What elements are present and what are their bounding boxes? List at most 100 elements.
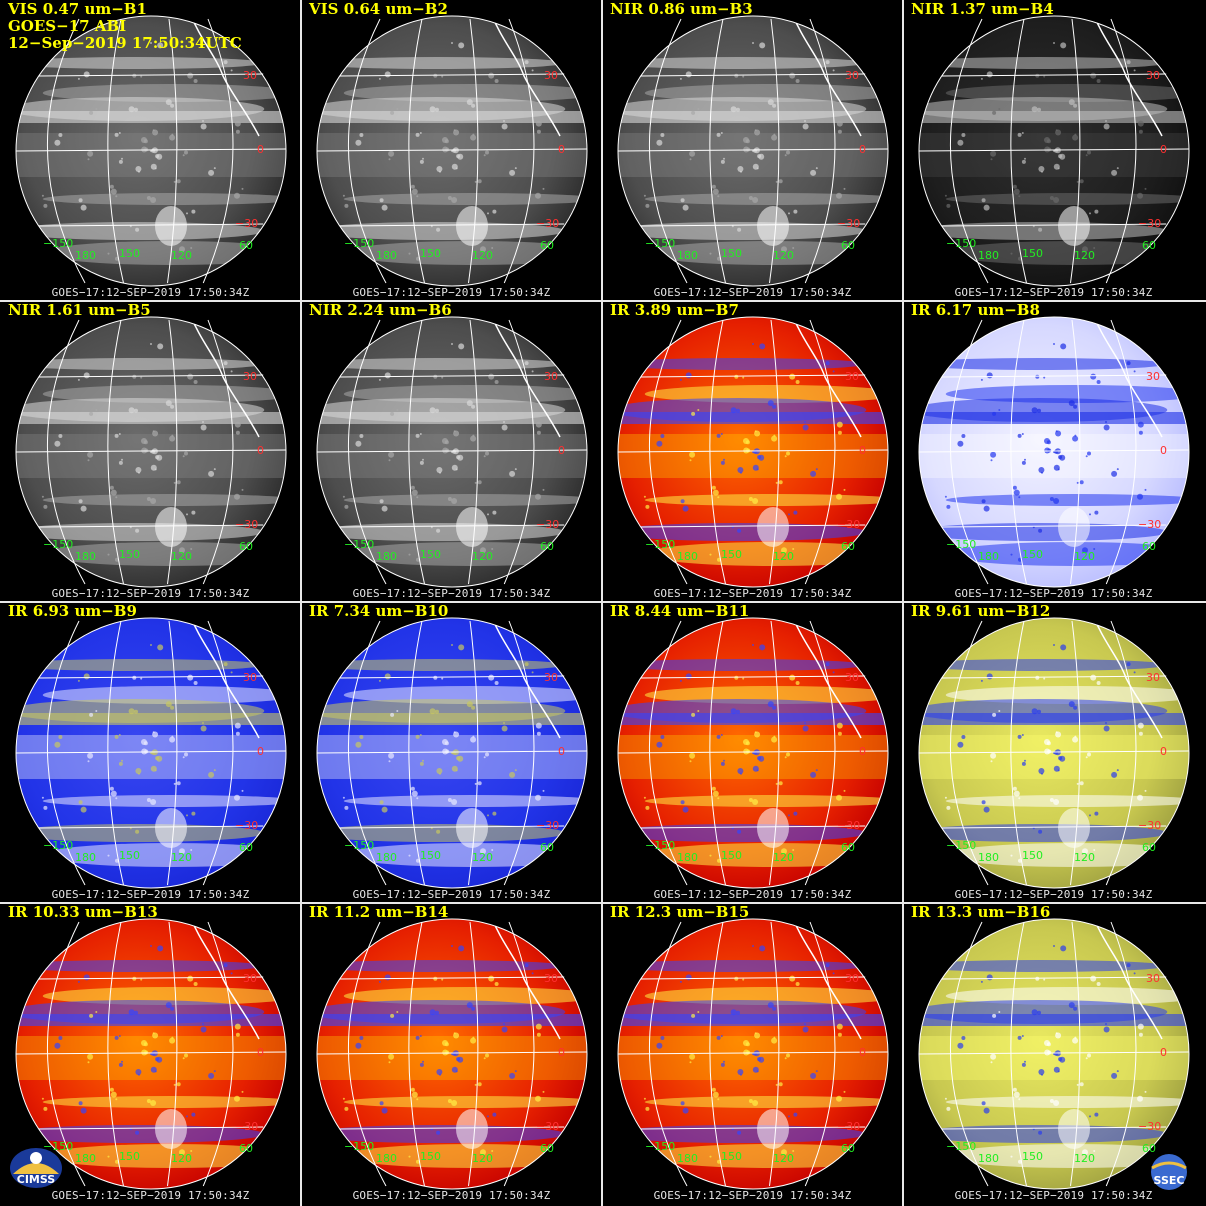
lon-label: 150 — [721, 548, 742, 561]
panel-divider — [0, 601, 1206, 603]
lon-label: 60 — [1142, 239, 1156, 252]
band-title: VIS 0.47 um−B1 — [8, 1, 147, 18]
panel-timestamp: GOES−17:12−SEP−2019 17:50:34Z — [51, 286, 250, 299]
lat-lon-grid — [918, 316, 1190, 588]
lon-label: 180 — [677, 249, 698, 262]
lat-lon-grid — [617, 316, 889, 588]
lon-label: 150 — [420, 247, 441, 260]
panel-divider — [300, 0, 302, 1206]
lat-label: 30 — [1146, 671, 1160, 684]
lat-label: 0 — [257, 444, 264, 457]
lat-label: 0 — [257, 1046, 264, 1059]
panel-timestamp: GOES−17:12−SEP−2019 17:50:34Z — [352, 1189, 551, 1202]
lon-label: −150 — [43, 538, 73, 551]
band-panel: 30 0 −30 −150 180 150 120 60 NIR 0.86 um−B3 GOES−… — [603, 1, 902, 300]
band-title: NIR 2.24 um−B6 — [309, 302, 452, 319]
lat-lon-grid — [15, 316, 287, 588]
lon-label: 180 — [75, 851, 96, 864]
lon-label: 120 — [1074, 550, 1095, 563]
band-panel: 30 0 −30 −150 180 150 120 60 VIS 0.47 um−B1 GOES−… — [1, 1, 300, 300]
lat-label: 30 — [544, 370, 558, 383]
band-title: IR 13.3 um−B16 — [911, 904, 1051, 921]
lat-label: −30 — [837, 1120, 860, 1133]
lon-label: −150 — [645, 1140, 675, 1153]
lat-label: 0 — [1160, 1046, 1167, 1059]
band-panel: 30 0 −30 −150 180 150 120 60 IR 13.3 um−B16 GOES−… — [904, 904, 1203, 1203]
lat-label: 0 — [859, 143, 866, 156]
lat-label: 0 — [859, 745, 866, 758]
lat-label: 0 — [558, 1046, 565, 1059]
lon-label: 180 — [75, 249, 96, 262]
lat-label: −30 — [1138, 819, 1161, 832]
band-title: NIR 1.61 um−B5 — [8, 302, 151, 319]
lat-label: −30 — [235, 217, 258, 230]
panel-divider — [0, 902, 1206, 904]
lon-label: 60 — [841, 540, 855, 553]
panel-timestamp: GOES−17:12−SEP−2019 17:50:34Z — [352, 587, 551, 600]
panel-timestamp: GOES−17:12−SEP−2019 17:50:34Z — [653, 888, 852, 901]
band-panel: 30 0 −30 −150 180 150 120 60 IR 6.17 um−B8 GOES−1… — [904, 302, 1203, 601]
band-title: IR 11.2 um−B14 — [309, 904, 449, 921]
lon-label: 120 — [171, 1152, 192, 1165]
observation-time: 12−Sep−2019 17:50:34UTC — [8, 34, 242, 52]
band-panel: 30 0 −30 −150 180 150 120 60 NIR 1.61 um−B5 GOES−… — [1, 302, 300, 601]
band-title: IR 9.61 um−B12 — [911, 603, 1051, 620]
lon-label: 150 — [420, 849, 441, 862]
lon-label: 120 — [472, 1152, 493, 1165]
lon-label: 60 — [540, 1142, 554, 1155]
lon-label: 120 — [171, 249, 192, 262]
panel-timestamp: GOES−17:12−SEP−2019 17:50:34Z — [954, 587, 1153, 600]
lat-label: −30 — [536, 819, 559, 832]
lat-label: −30 — [536, 518, 559, 531]
lon-label: 150 — [721, 1150, 742, 1163]
lat-label: 30 — [243, 69, 257, 82]
lon-label: 150 — [1022, 1150, 1043, 1163]
lon-label: 180 — [376, 249, 397, 262]
band-title: IR 6.17 um−B8 — [911, 302, 1040, 319]
lat-label: 30 — [845, 671, 859, 684]
lat-lon-grid — [316, 316, 588, 588]
lon-label: 60 — [540, 540, 554, 553]
lat-label: 0 — [1160, 745, 1167, 758]
lon-label: 180 — [978, 550, 999, 563]
band-panel: 30 0 −30 −150 180 150 120 60 IR 7.34 um−B10 GOES−… — [302, 603, 601, 902]
lat-lon-grid — [15, 918, 287, 1190]
lat-label: 30 — [845, 370, 859, 383]
lon-label: 150 — [1022, 548, 1043, 561]
panel-timestamp: GOES−17:12−SEP−2019 17:50:34Z — [51, 587, 250, 600]
lat-lon-grid — [617, 15, 889, 287]
lat-label: −30 — [536, 217, 559, 230]
lat-label: 0 — [859, 444, 866, 457]
lon-label: 180 — [978, 1152, 999, 1165]
panel-timestamp: GOES−17:12−SEP−2019 17:50:34Z — [653, 1189, 852, 1202]
lon-label: 180 — [376, 550, 397, 563]
lon-label: 180 — [978, 249, 999, 262]
lon-label: 60 — [239, 239, 253, 252]
lat-label: 0 — [558, 444, 565, 457]
lon-label: 120 — [1074, 851, 1095, 864]
cimss-logo: CIMSS — [9, 1144, 63, 1190]
cimss-logo-text: CIMSS — [16, 1173, 56, 1186]
lat-label: 30 — [544, 972, 558, 985]
lat-label: 30 — [845, 69, 859, 82]
lon-label: 120 — [773, 851, 794, 864]
lon-label: 120 — [773, 249, 794, 262]
lon-label: 60 — [841, 841, 855, 854]
panel-timestamp: GOES−17:12−SEP−2019 17:50:34Z — [653, 286, 852, 299]
lat-label: −30 — [235, 1120, 258, 1133]
lat-lon-grid — [918, 918, 1190, 1190]
band-panel: 30 0 −30 −150 180 150 120 60 IR 8.44 um−B11 GOES−… — [603, 603, 902, 902]
band-panel: 30 0 −30 −150 180 150 120 60 IR 10.33 um−B13 GOES… — [1, 904, 300, 1203]
lat-lon-grid — [15, 617, 287, 889]
band-title: IR 8.44 um−B11 — [610, 603, 750, 620]
panel-divider — [601, 0, 603, 1206]
lat-label: 0 — [1160, 444, 1167, 457]
lon-label: 60 — [1142, 841, 1156, 854]
lon-label: 120 — [1074, 1152, 1095, 1165]
lon-label: 180 — [677, 1152, 698, 1165]
band-title: IR 12.3 um−B15 — [610, 904, 750, 921]
